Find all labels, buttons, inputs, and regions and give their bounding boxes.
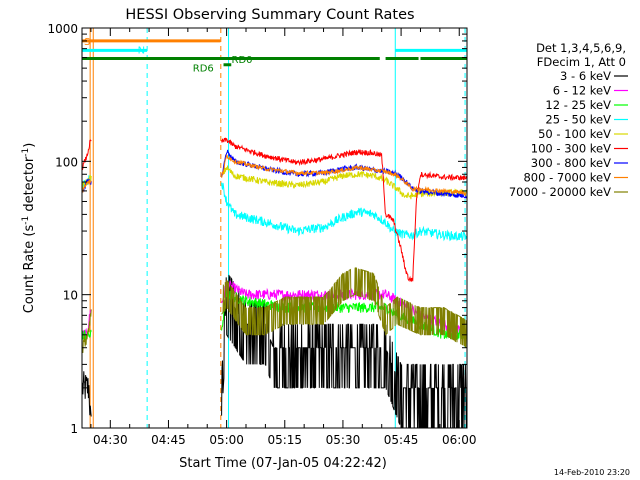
y-tick-label: 100: [55, 155, 78, 169]
legend-label: 100 - 300 keV: [531, 142, 611, 156]
series-line: [81, 309, 92, 353]
x-tick-label: 05:15: [267, 433, 302, 447]
series-line: [81, 371, 92, 417]
x-tick-label: 05:30: [326, 433, 361, 447]
footer-timestamp: 14-Feb-2010 23:20: [554, 468, 630, 477]
legend-label: 7000 - 20000 keV: [509, 185, 611, 199]
series-line: [221, 165, 467, 200]
legend-label: 25 - 50 keV: [545, 113, 611, 127]
series-line: [221, 154, 467, 196]
x-tick-label: 04:30: [93, 433, 128, 447]
y-axis-label: Count Rate (s-1 detector-1): [21, 143, 37, 314]
x-tick-label: 05:45: [384, 433, 419, 447]
flag-label: RD0: [232, 55, 253, 66]
x-axis: 04:30 04:45 05:00 05:15 05:30 05:45 06:00: [90, 28, 477, 447]
series-line: [81, 139, 92, 171]
series-line: [221, 274, 467, 429]
flag-label: N: [138, 45, 145, 56]
y-tick-label: 1000: [47, 22, 78, 36]
y-axis: 1 10 100 1000: [47, 22, 467, 436]
legend-label: 300 - 800 keV: [531, 156, 611, 170]
series-line: [221, 267, 467, 349]
x-tick-label: 05:00: [209, 433, 244, 447]
series-line: [221, 182, 467, 242]
x-tick-label: 04:45: [151, 433, 186, 447]
observing-flags: S N RD6 RD0: [82, 37, 467, 75]
series-lines: [81, 137, 467, 429]
y-tick-label: 10: [63, 289, 78, 303]
legend-label: 12 - 25 keV: [545, 98, 611, 112]
legend-label: 6 - 12 keV: [553, 84, 611, 98]
x-tick-label: 06:00: [442, 433, 477, 447]
legend-header-line-1: Det 1,3,4,5,6,9,: [536, 41, 626, 55]
flag-label: S: [84, 37, 90, 48]
legend-label: 800 - 7000 keV: [523, 171, 611, 185]
legend-label: 3 - 6 keV: [560, 69, 611, 83]
legend-header-line-2: FDecim 1, Att 0: [537, 55, 626, 69]
plot-frame: [81, 27, 468, 429]
series-line: [221, 137, 467, 283]
legend: Det 1,3,4,5,6,9, FDecim 1, Att 0 3 - 6 k…: [509, 41, 628, 199]
x-axis-label: Start Time (07-Jan-05 04:22:42): [179, 456, 387, 471]
y-tick-label: 1: [70, 422, 78, 436]
flag-label: RD6: [193, 64, 214, 75]
legend-label: 50 - 100 keV: [538, 127, 611, 141]
chart-title: HESSI Observing Summary Count Rates: [125, 7, 414, 23]
